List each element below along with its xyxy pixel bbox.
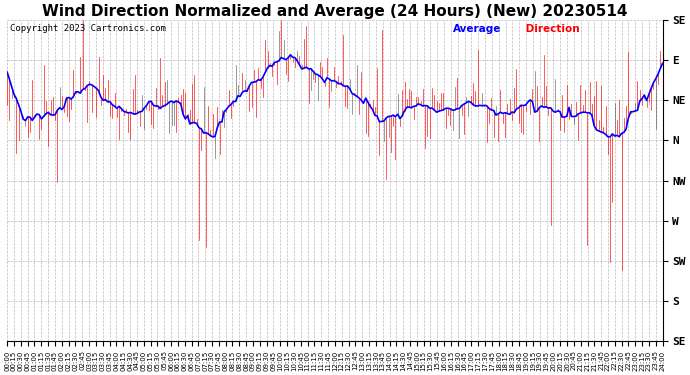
Text: Copyright 2023 Cartronics.com: Copyright 2023 Cartronics.com (10, 24, 166, 33)
Title: Wind Direction Normalized and Average (24 Hours) (New) 20230514: Wind Direction Normalized and Average (2… (42, 4, 628, 19)
Text: Direction: Direction (522, 24, 580, 33)
Text: Average: Average (453, 24, 501, 33)
